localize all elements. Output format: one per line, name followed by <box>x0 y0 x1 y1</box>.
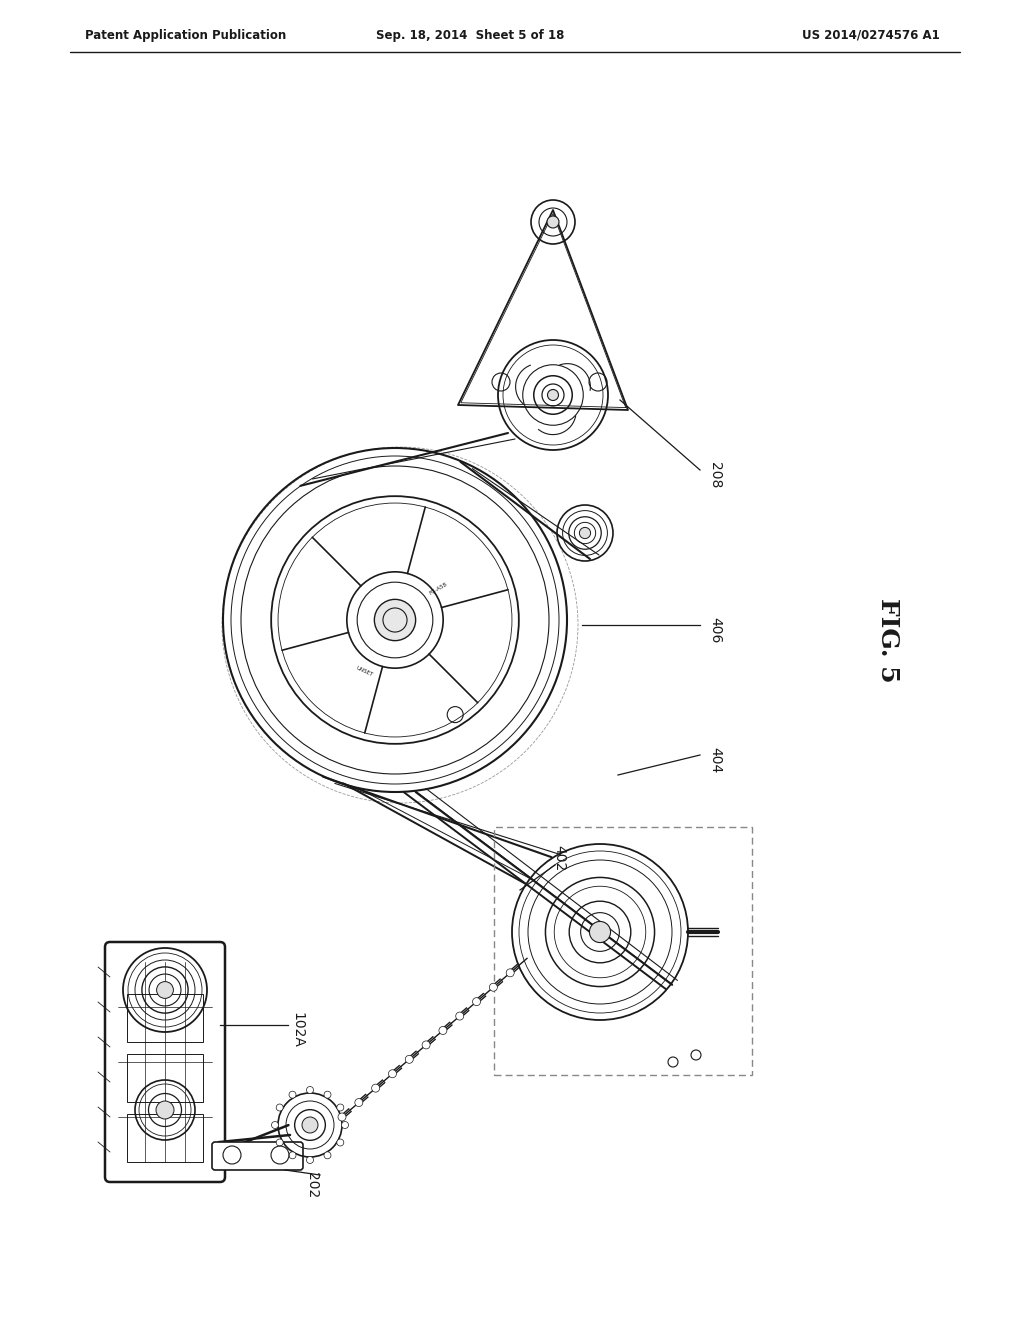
Circle shape <box>547 216 559 228</box>
Text: FIG. 5: FIG. 5 <box>876 598 900 682</box>
Circle shape <box>472 998 480 1006</box>
Circle shape <box>341 1122 348 1129</box>
Circle shape <box>375 599 416 640</box>
Text: 406: 406 <box>708 616 722 643</box>
Circle shape <box>306 1156 313 1163</box>
Circle shape <box>302 1117 318 1133</box>
Circle shape <box>337 1139 344 1146</box>
Circle shape <box>506 969 514 977</box>
Circle shape <box>548 389 558 400</box>
Text: 402: 402 <box>552 845 566 871</box>
Circle shape <box>306 1086 313 1093</box>
Text: FG-A58: FG-A58 <box>428 582 447 597</box>
Circle shape <box>422 1041 430 1049</box>
Circle shape <box>406 1055 414 1064</box>
Text: 404: 404 <box>708 747 722 774</box>
Circle shape <box>156 1101 174 1119</box>
Text: Patent Application Publication: Patent Application Publication <box>85 29 287 41</box>
Circle shape <box>580 528 591 539</box>
Circle shape <box>337 1104 344 1111</box>
Text: 102A: 102A <box>290 1012 304 1048</box>
Circle shape <box>439 1027 446 1035</box>
Circle shape <box>324 1092 331 1098</box>
Circle shape <box>456 1012 464 1020</box>
Text: 202: 202 <box>305 1172 319 1199</box>
Circle shape <box>372 1084 380 1092</box>
Circle shape <box>276 1104 284 1111</box>
Text: UNSET: UNSET <box>354 665 374 677</box>
Circle shape <box>289 1092 296 1098</box>
Circle shape <box>355 1098 362 1106</box>
Circle shape <box>338 1113 346 1121</box>
Circle shape <box>388 1069 396 1077</box>
Text: US 2014/0274576 A1: US 2014/0274576 A1 <box>802 29 940 41</box>
Circle shape <box>289 1152 296 1159</box>
FancyBboxPatch shape <box>212 1142 303 1170</box>
Text: 208: 208 <box>708 462 722 488</box>
Circle shape <box>489 983 498 991</box>
Circle shape <box>276 1139 284 1146</box>
Text: Sep. 18, 2014  Sheet 5 of 18: Sep. 18, 2014 Sheet 5 of 18 <box>376 29 564 41</box>
Circle shape <box>590 921 610 942</box>
Circle shape <box>324 1152 331 1159</box>
Circle shape <box>157 982 173 998</box>
Circle shape <box>271 1122 279 1129</box>
